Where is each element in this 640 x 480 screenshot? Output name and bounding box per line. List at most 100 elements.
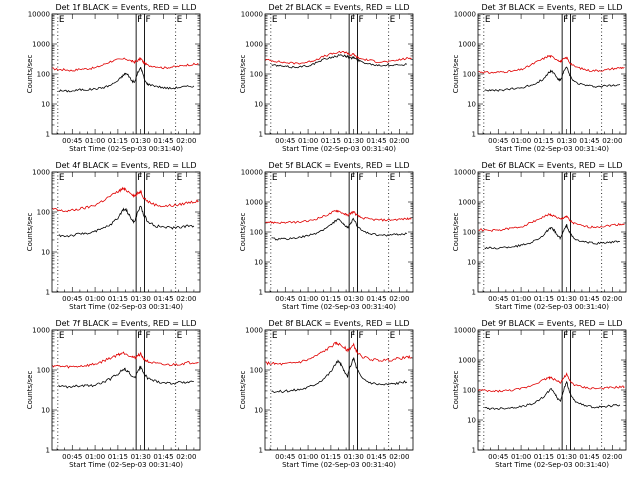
time-marker-label: E bbox=[603, 331, 609, 341]
y-axis-label: Counts/sec bbox=[452, 55, 460, 94]
y-tick-label: 1 bbox=[46, 447, 50, 455]
time-marker-label: F bbox=[350, 15, 355, 25]
events-series-line bbox=[271, 357, 408, 394]
events-series-line bbox=[58, 66, 195, 93]
x-tick-label: 02:00 bbox=[176, 137, 196, 145]
x-tick-label: 01:45 bbox=[579, 453, 599, 461]
x-tick-label: 01:15 bbox=[534, 137, 554, 145]
panel-det-4: Det 4f BLACK = Events, RED = LLD 1 10 100 10… bbox=[26, 161, 201, 311]
y-tick-label: 10000 bbox=[454, 169, 476, 177]
y-tick-label: 1000 bbox=[458, 199, 476, 207]
time-marker-label: E bbox=[59, 331, 65, 341]
x-axis-label: Start Time (02-Sep-03 00:31:40) bbox=[282, 461, 396, 469]
plot-frame bbox=[51, 171, 201, 293]
x-tick-label: 01:30 bbox=[131, 453, 151, 461]
x-tick-label: 01:45 bbox=[153, 137, 173, 145]
panel-title: Det 9f BLACK = Events, RED = LLD bbox=[481, 319, 622, 328]
y-tick-label: 10000 bbox=[454, 327, 476, 335]
time-marker-label: E bbox=[485, 331, 491, 341]
x-tick-label: 01:00 bbox=[85, 453, 105, 461]
y-tick-label: 1 bbox=[259, 131, 263, 139]
y-tick-label: 100 bbox=[463, 229, 476, 237]
x-tick-label: 01:15 bbox=[321, 137, 341, 145]
y-tick-label: 1000 bbox=[458, 357, 476, 365]
x-tick-label: 02:00 bbox=[602, 295, 622, 303]
y-tick-label: 10000 bbox=[241, 11, 263, 19]
x-tick-label: 01:00 bbox=[85, 137, 105, 145]
x-tick-label: 02:00 bbox=[389, 453, 409, 461]
time-marker-label: F bbox=[350, 331, 355, 341]
time-marker-label: E bbox=[177, 173, 183, 183]
y-tick-label: 100 bbox=[250, 71, 263, 79]
panel-title: Det 4f BLACK = Events, RED = LLD bbox=[55, 161, 196, 170]
x-tick-label: 01:45 bbox=[366, 453, 386, 461]
plot-frame bbox=[264, 171, 414, 293]
x-tick-label: 01:30 bbox=[557, 295, 577, 303]
time-marker-label: E bbox=[59, 173, 65, 183]
y-tick-label: 1 bbox=[259, 447, 263, 455]
time-marker-label: E bbox=[603, 173, 609, 183]
x-axis-label: Start Time (02-Sep-03 00:31:40) bbox=[69, 145, 183, 153]
y-tick-label: 10 bbox=[467, 101, 476, 109]
events-series-line bbox=[484, 380, 621, 411]
x-tick-label: 01:00 bbox=[298, 453, 318, 461]
y-tick-label: 10 bbox=[41, 249, 50, 257]
lld-series-line bbox=[52, 186, 199, 213]
x-axis-label: Start Time (02-Sep-03 00:31:40) bbox=[495, 303, 609, 311]
x-tick-label: 00:45 bbox=[62, 137, 82, 145]
time-marker-label: E bbox=[390, 15, 396, 25]
time-marker-label: F bbox=[145, 331, 150, 341]
panel-det-5: Det 5f BLACK = Events, RED = LLD 1 10 100 10… bbox=[239, 161, 414, 311]
y-tick-label: 10000 bbox=[28, 11, 50, 19]
y-tick-label: 1000 bbox=[245, 199, 263, 207]
y-tick-label: 1 bbox=[472, 131, 476, 139]
y-tick-label: 10 bbox=[41, 407, 50, 415]
plot-frame bbox=[51, 329, 201, 451]
x-tick-label: 00:45 bbox=[62, 453, 82, 461]
x-tick-label: 00:45 bbox=[488, 295, 508, 303]
x-tick-label: 01:00 bbox=[511, 295, 531, 303]
y-tick-label: 100 bbox=[37, 209, 50, 217]
x-tick-label: 02:00 bbox=[176, 295, 196, 303]
y-tick-label: 100 bbox=[463, 71, 476, 79]
y-tick-label: 1 bbox=[472, 447, 476, 455]
plot-frame bbox=[264, 13, 414, 135]
x-tick-label: 01:15 bbox=[108, 137, 128, 145]
plot-frame bbox=[477, 13, 627, 135]
x-tick-label: 02:00 bbox=[602, 453, 622, 461]
x-tick-label: 01:30 bbox=[557, 453, 577, 461]
lld-series-line bbox=[478, 55, 625, 74]
x-tick-label: 01:00 bbox=[511, 137, 531, 145]
events-series-line bbox=[484, 224, 620, 250]
panel-det-8: Det 8f BLACK = Events, RED = LLD 1 10 100 10… bbox=[239, 319, 414, 469]
panel-title: Det 2f BLACK = Events, RED = LLD bbox=[268, 3, 409, 12]
time-marker-label: E bbox=[272, 15, 278, 25]
x-tick-label: 01:45 bbox=[153, 295, 173, 303]
x-tick-label: 01:15 bbox=[108, 453, 128, 461]
x-tick-label: 01:15 bbox=[321, 295, 341, 303]
x-tick-label: 01:15 bbox=[321, 453, 341, 461]
x-tick-label: 02:00 bbox=[389, 137, 409, 145]
panel-det-1: Det 1f BLACK = Events, RED = LLD 1 10 100 10… bbox=[26, 3, 201, 153]
time-marker-label: E bbox=[485, 173, 491, 183]
lld-series-line bbox=[265, 341, 412, 366]
time-marker-label: E bbox=[603, 15, 609, 25]
x-tick-label: 00:45 bbox=[275, 453, 295, 461]
x-tick-label: 01:30 bbox=[131, 295, 151, 303]
time-marker-label: E bbox=[177, 331, 183, 341]
y-tick-label: 1 bbox=[472, 289, 476, 297]
x-axis-label: Start Time (02-Sep-03 00:31:40) bbox=[69, 461, 183, 469]
y-tick-label: 1 bbox=[46, 289, 50, 297]
events-series-line bbox=[58, 365, 194, 389]
y-axis-label: Counts/sec bbox=[26, 55, 34, 94]
time-marker-label: F bbox=[358, 173, 363, 183]
time-marker-label: F bbox=[563, 173, 568, 183]
y-tick-label: 10 bbox=[41, 101, 50, 109]
x-tick-label: 01:45 bbox=[366, 137, 386, 145]
x-tick-label: 00:45 bbox=[275, 137, 295, 145]
time-marker-label: E bbox=[59, 15, 65, 25]
x-tick-label: 00:45 bbox=[488, 453, 508, 461]
lld-series-line bbox=[478, 372, 625, 393]
time-marker-label: F bbox=[358, 331, 363, 341]
